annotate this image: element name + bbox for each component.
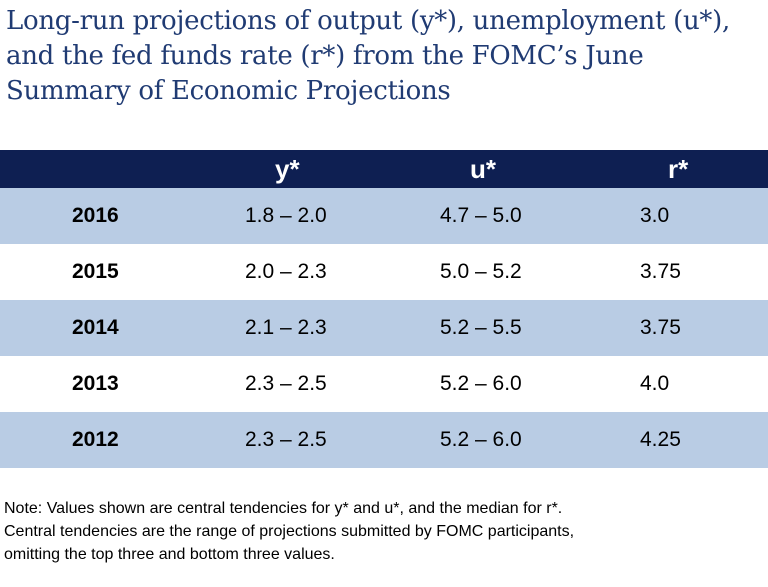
footnote-line: omitting the top three and bottom three … — [4, 546, 335, 563]
row-u-star: 5.2 – 5.5 — [440, 316, 522, 339]
row-y-star: 2.3 – 2.5 — [245, 428, 327, 451]
row-u-star: 4.7 – 5.0 — [440, 204, 522, 227]
table-row: 2012 2.3 – 2.5 5.2 – 6.0 4.25 — [0, 412, 768, 468]
table-header-row: y* u* r* — [0, 150, 768, 188]
row-year: 2015 — [72, 260, 119, 283]
table-row: 2014 2.1 – 2.3 5.2 – 5.5 3.75 — [0, 300, 768, 356]
row-year: 2016 — [72, 204, 119, 227]
row-r-star: 4.25 — [640, 428, 681, 451]
row-r-star: 3.75 — [640, 316, 681, 339]
row-u-star: 5.0 – 5.2 — [440, 260, 522, 283]
row-year: 2013 — [72, 372, 119, 395]
footnote-line: Note: Values shown are central tendencie… — [4, 500, 563, 517]
row-year: 2012 — [72, 428, 119, 451]
row-y-star: 2.1 – 2.3 — [245, 316, 327, 339]
header-u-star: u* — [470, 153, 496, 184]
row-u-star: 5.2 – 6.0 — [440, 428, 522, 451]
footnote: Note: Values shown are central tendencie… — [4, 497, 766, 566]
row-y-star: 2.0 – 2.3 — [245, 260, 327, 283]
projections-table: y* u* r* 2016 1.8 – 2.0 4.7 – 5.0 3.0 20… — [0, 150, 768, 468]
table-row: 2016 1.8 – 2.0 4.7 – 5.0 3.0 — [0, 188, 768, 244]
table-row: 2013 2.3 – 2.5 5.2 – 6.0 4.0 — [0, 356, 768, 412]
row-r-star: 3.0 — [640, 204, 670, 227]
row-u-star: 5.2 – 6.0 — [440, 372, 522, 395]
slide-title: Long-run projections of output (y*), une… — [6, 6, 730, 106]
row-year: 2014 — [72, 316, 119, 339]
row-y-star: 1.8 – 2.0 — [245, 204, 327, 227]
footnote-line: Central tendencies are the range of proj… — [4, 523, 575, 540]
header-y-star: y* — [275, 153, 300, 184]
row-r-star: 4.0 — [640, 372, 670, 395]
row-r-star: 3.75 — [640, 260, 681, 283]
row-y-star: 2.3 – 2.5 — [245, 372, 327, 395]
header-r-star: r* — [668, 153, 689, 184]
table-row: 2015 2.0 – 2.3 5.0 – 5.2 3.75 — [0, 244, 768, 300]
